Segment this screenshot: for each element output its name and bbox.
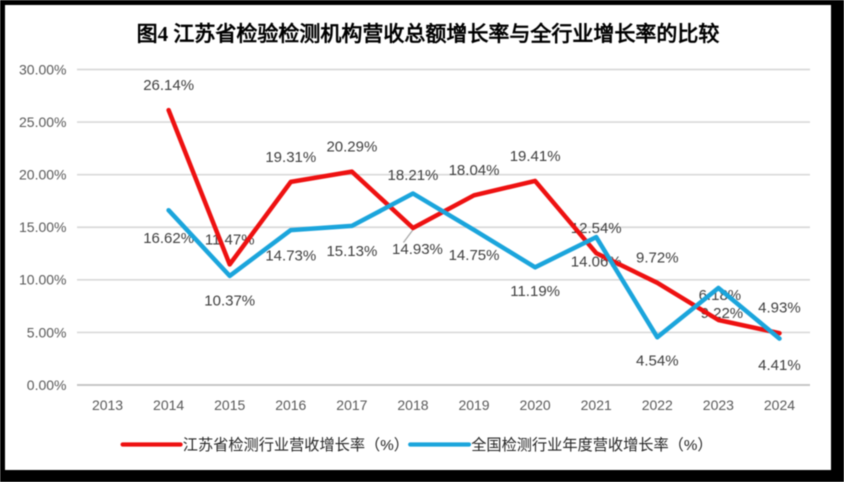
- data-label-jiangsu-2022: 9.72%: [636, 250, 679, 267]
- data-label-national-2020: 11.19%: [510, 283, 560, 300]
- legend-label-national: 全国检测行业年度营收增长率（%）: [471, 436, 712, 454]
- data-label-national-2017: 15.13%: [326, 243, 377, 260]
- y-tick-label: 0.00%: [27, 377, 67, 393]
- y-tick-label: 20.00%: [19, 167, 66, 183]
- data-label-national-2022: 4.54%: [636, 353, 679, 370]
- x-tick-label: 2017: [336, 397, 367, 413]
- x-tick-label: 2022: [642, 397, 673, 413]
- frame-border-top: [0, 0, 844, 5]
- y-tick-label: 15.00%: [19, 219, 66, 235]
- data-label-jiangsu-2018: 14.93%: [392, 241, 443, 258]
- chart-title: 图4 江苏省检验检测机构营收总额增长率与全行业增长率的比较: [136, 22, 720, 46]
- data-label-jiangsu-2020: 19.41%: [510, 148, 561, 165]
- x-tick-label: 2016: [275, 397, 306, 413]
- y-tick-label: 25.00%: [19, 114, 66, 130]
- y-tick-label: 5.00%: [27, 324, 67, 340]
- x-tick-label: 2020: [520, 397, 551, 413]
- data-label-national-2018: 18.21%: [388, 167, 439, 184]
- x-tick-label: 2024: [764, 397, 795, 413]
- data-label-national-2014: 16.62%: [143, 230, 194, 247]
- data-label-jiangsu-2014: 26.14%: [143, 77, 194, 94]
- x-tick-label: 2018: [397, 397, 428, 413]
- data-label-jiangsu-2019: 18.04%: [449, 162, 500, 179]
- data-label-national-2019: 14.75%: [449, 247, 500, 264]
- data-label-jiangsu-2024: 4.93%: [758, 300, 801, 317]
- data-label-national-2024: 4.41%: [758, 357, 801, 374]
- x-tick-label: 2015: [214, 397, 245, 413]
- frame-border-right: [831, 0, 844, 482]
- x-tick-label: 2014: [153, 397, 184, 413]
- x-tick-label: 2021: [581, 397, 612, 413]
- y-tick-label: 30.00%: [19, 61, 66, 77]
- x-tick-label: 2019: [458, 397, 489, 413]
- series-line-national: [166, 191, 782, 341]
- data-label-jiangsu-2016: 19.31%: [265, 149, 316, 166]
- frame-border-left: [0, 0, 5, 482]
- series-line-jiangsu: [166, 107, 782, 336]
- data-label-jiangsu-2017: 20.29%: [326, 139, 377, 156]
- x-tick-label: 2023: [703, 397, 734, 413]
- frame-border-bottom: [0, 470, 844, 482]
- y-tick-label: 10.00%: [19, 272, 66, 288]
- data-label-jiangsu-2021: 12.54%: [571, 220, 622, 237]
- legend-label-jiangsu: 江苏省检测行业营收增长率（%）: [183, 437, 409, 454]
- data-label-leader-line: [402, 229, 414, 243]
- data-label-national-2016: 14.73%: [265, 248, 316, 265]
- x-tick-label: 2013: [92, 397, 123, 413]
- data-label-national-2015: 10.37%: [204, 292, 255, 309]
